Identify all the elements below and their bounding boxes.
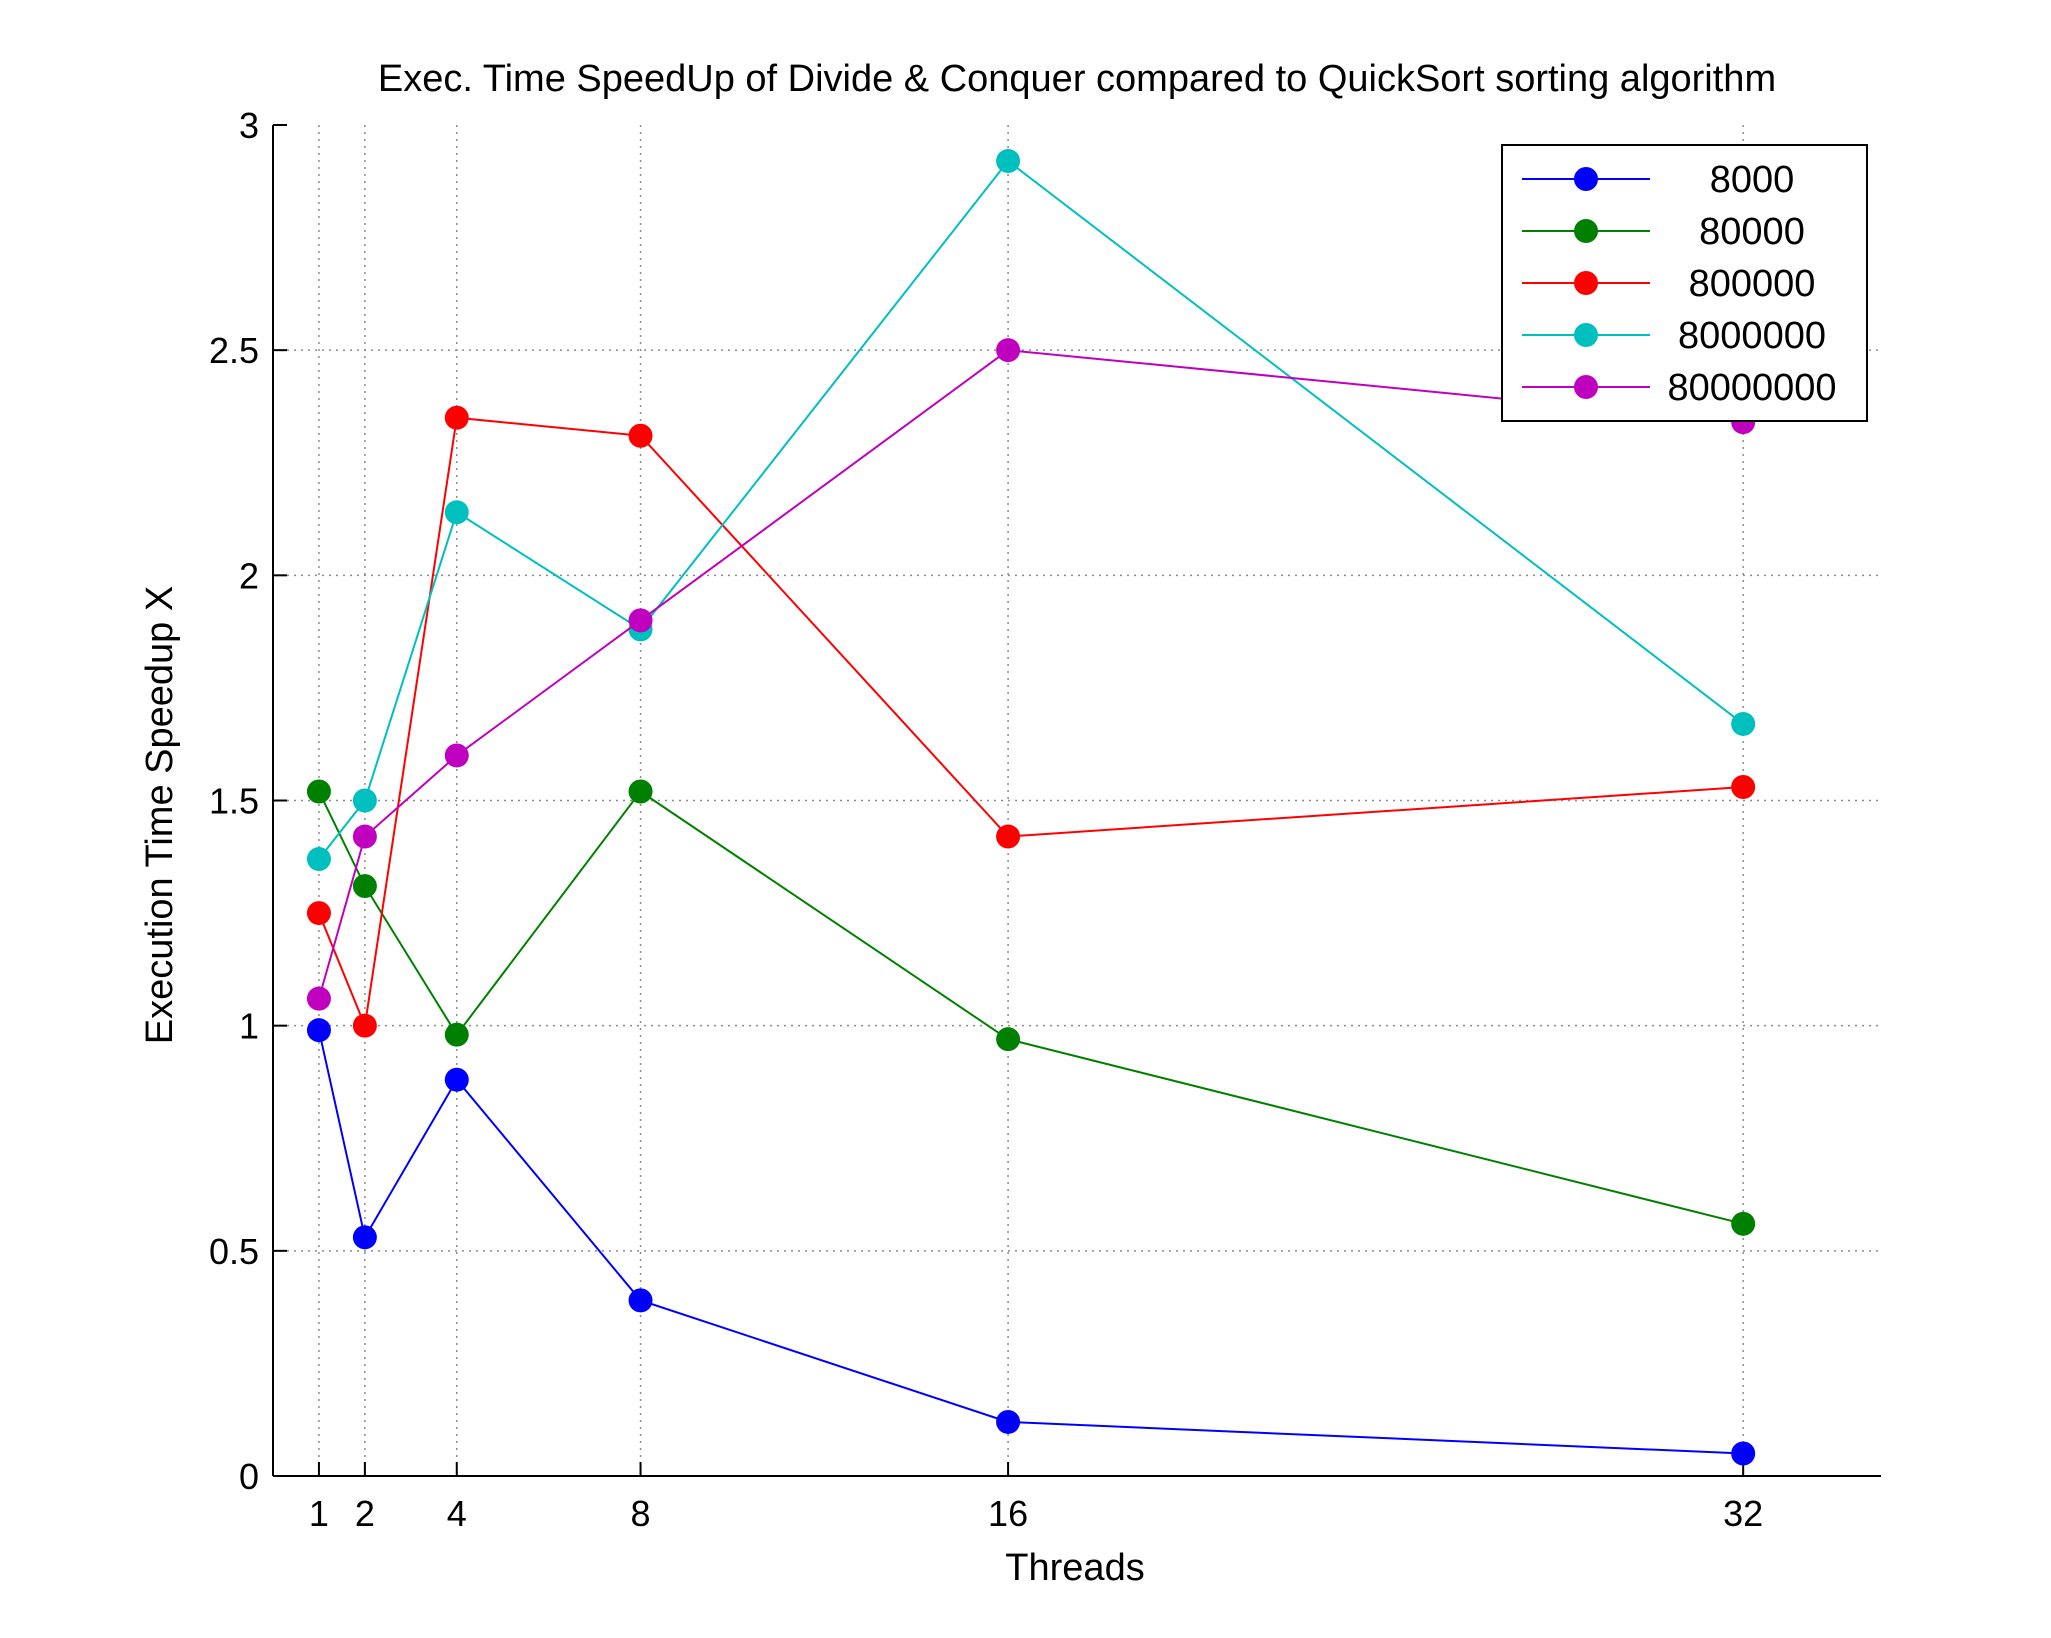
legend-marker xyxy=(1574,323,1598,347)
y-tick-label: 1.5 xyxy=(209,781,259,822)
x-axis-label: Threads xyxy=(1005,1547,1144,1589)
data-point xyxy=(628,608,653,633)
data-point xyxy=(1731,1441,1756,1466)
data-point xyxy=(1731,1211,1756,1236)
x-tick-label: 8 xyxy=(631,1493,651,1534)
data-point xyxy=(996,1027,1021,1052)
data-point xyxy=(1731,711,1756,736)
data-point xyxy=(352,1225,377,1250)
data-point xyxy=(352,788,377,813)
legend-entry: 800000 xyxy=(1522,263,1815,305)
series-line xyxy=(317,349,1744,999)
series-line xyxy=(318,416,1744,1030)
data-point xyxy=(444,743,469,768)
x-tick-label: 16 xyxy=(988,1493,1028,1534)
legend-marker xyxy=(1574,219,1598,243)
data-point xyxy=(996,824,1021,849)
data-point xyxy=(444,1022,469,1047)
series-line xyxy=(317,1029,1744,1455)
y-tick-label: 0 xyxy=(239,1456,259,1497)
series-line xyxy=(318,790,1744,1225)
chart-title: Exec. Time SpeedUp of Divide & Conquer c… xyxy=(378,58,1776,100)
series-80000 xyxy=(306,779,1756,1236)
data-point xyxy=(996,338,1021,363)
legend-entry: 80000000 xyxy=(1522,367,1837,409)
data-point xyxy=(352,824,377,849)
legend-entry: 80000 xyxy=(1522,211,1805,253)
data-point xyxy=(352,1013,377,1038)
data-point xyxy=(628,1288,653,1313)
y-tick-label: 0.5 xyxy=(209,1231,259,1272)
x-tick-label: 2 xyxy=(355,1493,375,1534)
legend: 8000 80000 800000 8000000 80000000 xyxy=(1501,144,1868,422)
series-8000000 xyxy=(306,149,1756,872)
data-point xyxy=(306,847,331,872)
y-tick-label: 2 xyxy=(239,555,259,596)
y-axis-label: Execution Time Speedup X xyxy=(139,586,181,1044)
data-point xyxy=(306,1018,331,1043)
series-group xyxy=(306,149,1756,1466)
y-tick-label: 3 xyxy=(239,105,259,146)
series-line xyxy=(318,159,1744,860)
data-point xyxy=(996,149,1021,174)
legend-label: 8000 xyxy=(1710,159,1795,201)
data-point xyxy=(306,779,331,804)
x-tick-label: 1 xyxy=(309,1493,329,1534)
data-point xyxy=(1731,774,1756,799)
x-tick-label: 4 xyxy=(447,1493,467,1534)
legend-marker xyxy=(1574,167,1598,191)
data-point xyxy=(628,423,653,448)
data-point xyxy=(306,986,331,1011)
legend-label: 80000 xyxy=(1699,211,1805,253)
data-point xyxy=(444,1067,469,1092)
legend-label: 800000 xyxy=(1689,263,1816,305)
y-tick-label: 2.5 xyxy=(209,330,259,371)
legend-label: 8000000 xyxy=(1678,315,1826,357)
data-point xyxy=(444,405,469,430)
y-tick-label: 1 xyxy=(239,1006,259,1047)
legend-entry: 8000000 xyxy=(1522,315,1826,357)
legend-entry: 8000 xyxy=(1522,159,1794,201)
series-8000 xyxy=(306,1018,1756,1466)
data-point xyxy=(306,901,331,926)
data-point xyxy=(996,1409,1021,1434)
legend-label: 80000000 xyxy=(1667,367,1836,409)
data-point xyxy=(444,500,469,525)
data-point xyxy=(352,874,377,899)
series-80000000 xyxy=(306,338,1756,1011)
series-800000 xyxy=(306,405,1756,1038)
legend-marker xyxy=(1574,375,1598,399)
data-point xyxy=(628,779,653,804)
x-tick-label: 32 xyxy=(1723,1493,1763,1534)
legend-marker xyxy=(1574,271,1598,295)
